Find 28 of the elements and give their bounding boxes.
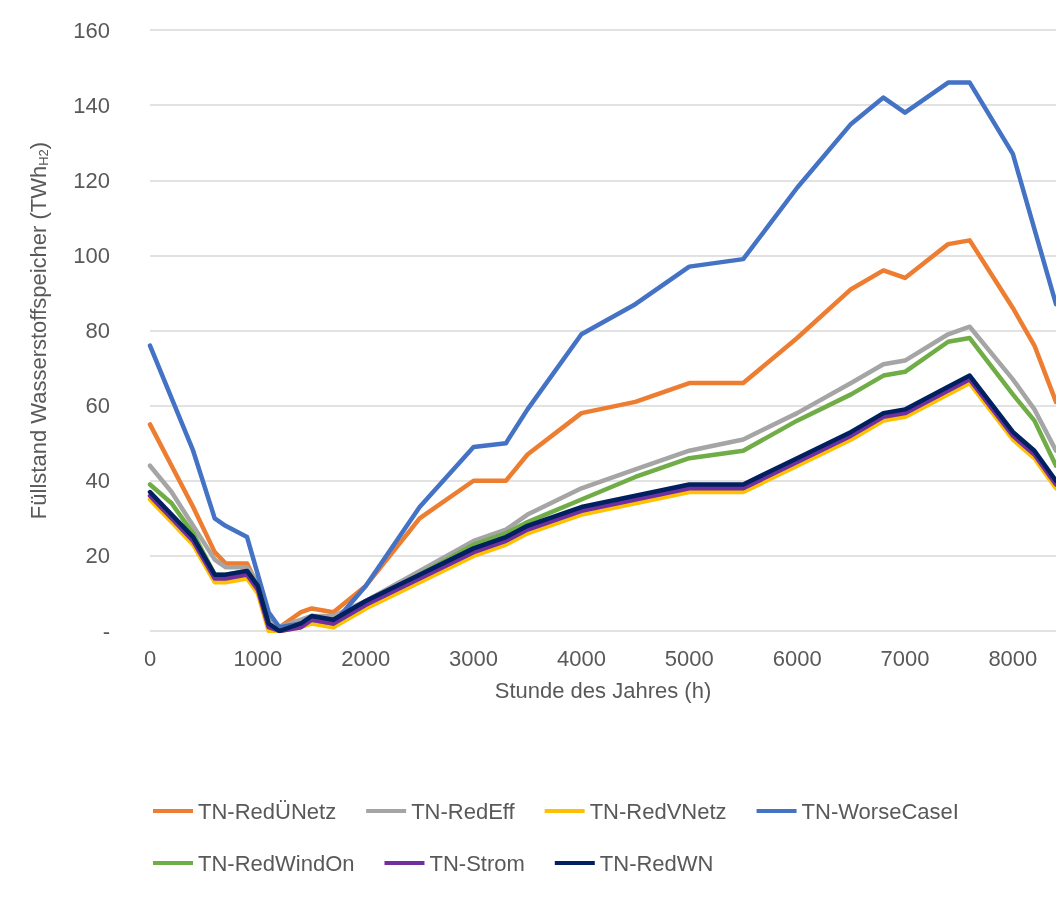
legend-label: TN-Strom — [429, 850, 525, 876]
x-tick-label: 8000 — [988, 645, 1038, 671]
line-series — [147, 80, 1056, 630]
x-tick-label: 3000 — [449, 645, 499, 671]
x-tick-label: 0 — [143, 645, 157, 671]
x-tick-label: 6000 — [772, 645, 822, 671]
y-tick-label: 40 — [85, 468, 110, 494]
y-tick-label: - — [102, 618, 110, 644]
y-tick-label: 60 — [85, 393, 110, 419]
x-tick-label: 5000 — [664, 645, 714, 671]
x-tick-label: 1000 — [233, 645, 283, 671]
y-tick-label: 20 — [85, 543, 110, 569]
x-tick-label: 2000 — [341, 645, 391, 671]
legend-label: TN-RedWindOn — [198, 850, 355, 876]
y-axis-title: Füllstand Wasserstoffspeicher (TWhH2) — [26, 141, 51, 520]
legend-label: TN-RedEff — [411, 798, 516, 824]
x-tick-label: 4000 — [556, 645, 606, 671]
y-tick-label: 120 — [73, 167, 110, 193]
legend-label: TN-RedVNetz — [589, 798, 727, 824]
y-tick-label: 160 — [73, 17, 110, 43]
x-tick-label: 7000 — [880, 645, 930, 671]
y-tick-label: 80 — [85, 318, 110, 343]
legend-label: TN-WorseCaseI — [801, 798, 959, 824]
legend-label: TN-RedÜNetz — [198, 798, 337, 824]
y-tick-label: 140 — [73, 92, 110, 118]
legend-label: TN-RedWN — [599, 850, 714, 876]
x-axis-title: Stunde des Jahres (h) — [494, 677, 712, 703]
y-tick-label: 100 — [73, 242, 110, 268]
